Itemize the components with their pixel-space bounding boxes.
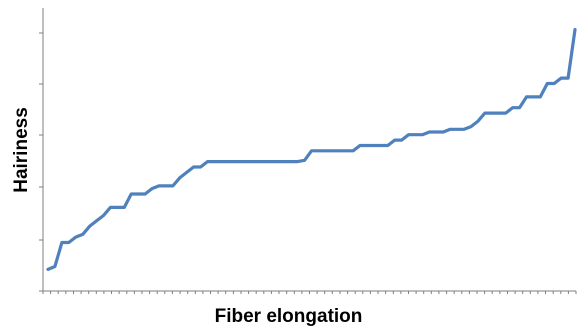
x-axis-label: Fiber elongation (214, 306, 363, 327)
axis-ticks (39, 32, 577, 294)
y-axis-label: Hairiness (11, 107, 32, 193)
series-line (46, 28, 577, 271)
